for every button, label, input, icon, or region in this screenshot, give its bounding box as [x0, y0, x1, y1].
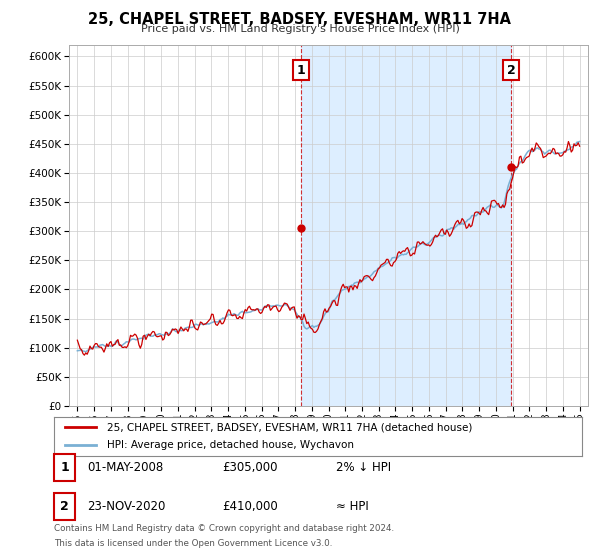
Text: £410,000: £410,000 [222, 500, 278, 514]
Text: This data is licensed under the Open Government Licence v3.0.: This data is licensed under the Open Gov… [54, 539, 332, 548]
Text: HPI: Average price, detached house, Wychavon: HPI: Average price, detached house, Wych… [107, 440, 354, 450]
Text: 23-NOV-2020: 23-NOV-2020 [87, 500, 166, 514]
Text: 1: 1 [297, 64, 305, 77]
Bar [301, 45, 511, 406]
Text: 2% ↓ HPI: 2% ↓ HPI [336, 461, 391, 474]
Text: 1: 1 [60, 461, 69, 474]
Text: 25, CHAPEL STREET, BADSEY, EVESHAM, WR11 7HA: 25, CHAPEL STREET, BADSEY, EVESHAM, WR11… [89, 12, 511, 27]
Text: 2: 2 [506, 64, 515, 77]
Text: Price paid vs. HM Land Registry's House Price Index (HPI): Price paid vs. HM Land Registry's House … [140, 24, 460, 34]
Text: ≈ HPI: ≈ HPI [336, 500, 369, 514]
Text: Contains HM Land Registry data © Crown copyright and database right 2024.: Contains HM Land Registry data © Crown c… [54, 524, 394, 533]
Text: £305,000: £305,000 [222, 461, 277, 474]
Text: 25, CHAPEL STREET, BADSEY, EVESHAM, WR11 7HA (detached house): 25, CHAPEL STREET, BADSEY, EVESHAM, WR11… [107, 422, 472, 432]
Text: 2: 2 [60, 500, 69, 514]
Text: 01-MAY-2008: 01-MAY-2008 [87, 461, 163, 474]
